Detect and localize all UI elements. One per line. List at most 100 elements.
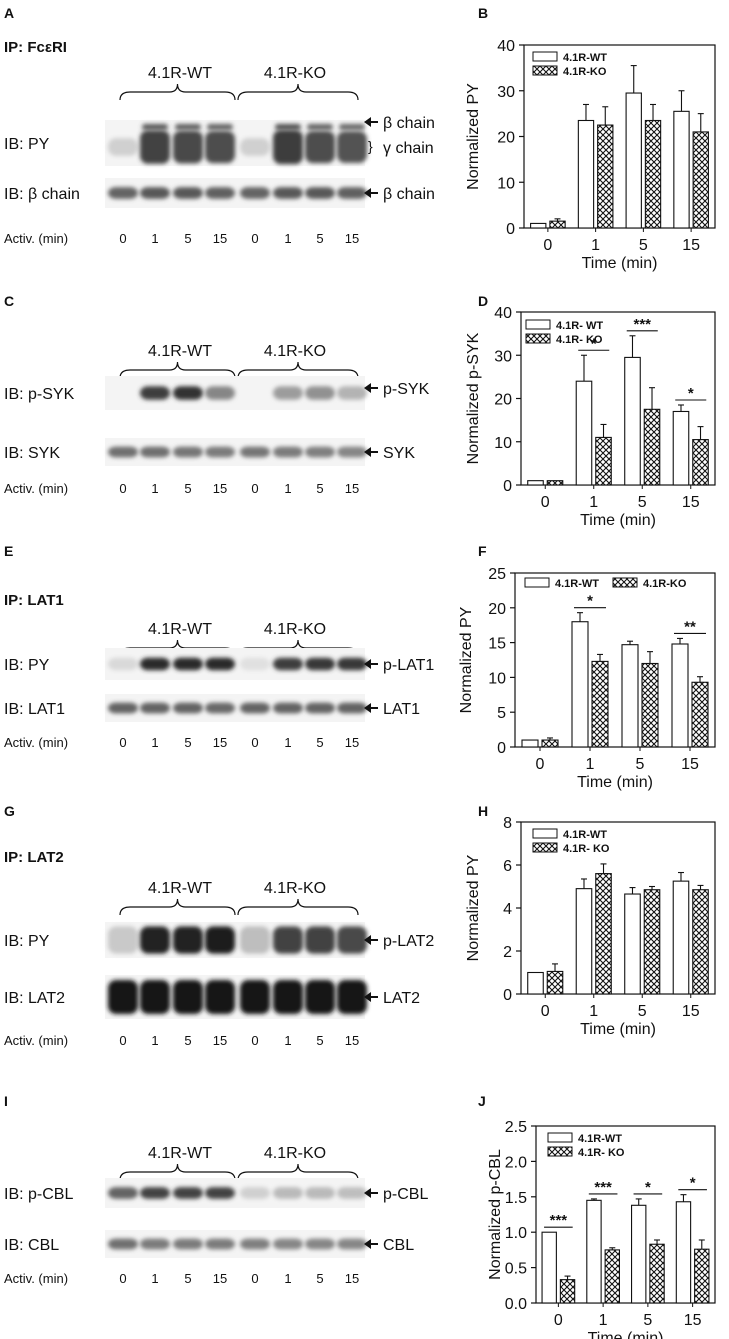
- x-tick-label: 15: [684, 1312, 702, 1329]
- bar-ko: [595, 436, 612, 486]
- row-label: IB: LAT2: [4, 990, 65, 1007]
- blot-band: [305, 980, 335, 1014]
- row-label: IB: PY: [4, 136, 50, 153]
- x-tick-label: 15: [682, 494, 700, 511]
- bar-ko: [541, 739, 559, 748]
- blot-band: [240, 657, 270, 671]
- bar-ko: [641, 662, 659, 748]
- activ-label: Activ. (min): [4, 1033, 68, 1048]
- significance-label: **: [684, 618, 696, 635]
- blot-band-upper: [142, 124, 168, 130]
- time-label: 0: [251, 481, 258, 496]
- legend-item: 4.1R-WT: [547, 1132, 622, 1145]
- bar-wt: [673, 110, 690, 229]
- bar-wt: [541, 1231, 557, 1304]
- band-marker-label: p-LAT2: [383, 933, 434, 950]
- y-tick-label: 8: [503, 815, 512, 832]
- band-marker-label: p-SYK: [383, 381, 430, 398]
- x-tick-label: 5: [639, 237, 648, 254]
- blot-strip: [105, 648, 367, 680]
- blot-band: [337, 702, 367, 714]
- bar-ko: [591, 660, 609, 748]
- time-label: 0: [119, 481, 126, 496]
- legend-swatch: [532, 65, 558, 76]
- arrowhead-icon: [364, 188, 371, 198]
- significance-label: ***: [633, 316, 651, 333]
- bar-ko: [549, 220, 566, 229]
- legend-label: 4.1R- KO: [578, 1147, 625, 1159]
- blot-band: [305, 926, 335, 954]
- group-label-0: 4.1R-WT: [148, 621, 212, 638]
- blot-band: [205, 187, 235, 199]
- group-label-1: 4.1R-KO: [264, 1145, 326, 1162]
- ip-label: IP: FcεRI: [4, 39, 67, 56]
- legend-item: 4.1R-WT: [532, 51, 607, 64]
- x-tick-label: 5: [638, 1003, 647, 1020]
- blot-band: [140, 386, 170, 400]
- time-label: 0: [251, 1033, 258, 1048]
- blot-band: [240, 1187, 270, 1199]
- blot-band: [305, 657, 335, 671]
- blot-band: [337, 131, 367, 163]
- activ-label: Activ. (min): [4, 1271, 68, 1286]
- blot-band: [140, 446, 170, 458]
- bar-ko: [546, 480, 564, 486]
- significance-label: *: [645, 1179, 651, 1196]
- x-axis-label: Time (min): [580, 1021, 656, 1038]
- bar-wt: [571, 621, 589, 748]
- legend-label: 4.1R- WT: [556, 320, 603, 332]
- band-marker-label: LAT2: [383, 990, 420, 1007]
- blot-strip: [105, 1230, 367, 1258]
- time-label: 1: [284, 1271, 291, 1286]
- blot-band: [240, 446, 270, 458]
- blot-band: [173, 702, 203, 714]
- blot-strip: [105, 975, 367, 1019]
- bar-wt: [575, 380, 593, 486]
- blot-band: [273, 1238, 303, 1250]
- band-marker: β chain: [364, 186, 435, 203]
- time-label: 5: [316, 1271, 323, 1286]
- blot-band: [337, 926, 367, 954]
- time-label: 1: [151, 481, 158, 496]
- panel-letter: I: [4, 1093, 8, 1109]
- blot-band: [205, 926, 235, 954]
- x-tick-label: 0: [541, 494, 550, 511]
- x-tick-label: 1: [591, 237, 600, 254]
- significance-label: *: [587, 593, 593, 610]
- legend-item: 4.1R- KO: [525, 333, 603, 346]
- blot-band: [205, 1187, 235, 1199]
- blot-band: [108, 657, 138, 671]
- group-brace: [119, 1163, 236, 1181]
- blot-band-upper: [175, 124, 201, 130]
- blot-band: [205, 446, 235, 458]
- blot-band: [108, 1238, 138, 1250]
- blot-strip: [105, 120, 367, 166]
- chart-letter: J: [478, 1093, 486, 1109]
- time-label: 5: [184, 1033, 191, 1048]
- x-tick-label: 1: [586, 756, 595, 773]
- time-label: 0: [119, 1033, 126, 1048]
- band-marker: } γ chain: [368, 138, 434, 157]
- blot-band: [108, 702, 138, 714]
- bar-wt: [521, 739, 539, 748]
- time-label: 5: [316, 1033, 323, 1048]
- band-marker-label: CBL: [383, 1237, 414, 1254]
- arrowhead-icon: [364, 117, 371, 127]
- time-label: 1: [284, 231, 291, 246]
- legend-label: 4.1R-WT: [563, 52, 607, 64]
- bar-ko: [559, 1279, 576, 1304]
- blot-band: [173, 980, 203, 1014]
- time-label: 15: [345, 231, 359, 246]
- blot-panel-i: I 4.1R-WT 4.1R-KO IB: p-CBL p-CBL IB: CBL CBL A…: [4, 1093, 428, 1286]
- blot-band: [205, 1238, 235, 1250]
- blot-band: [305, 130, 335, 164]
- group-label-1: 4.1R-KO: [264, 343, 326, 360]
- blot-band: [140, 657, 170, 671]
- blot-band: [337, 187, 367, 199]
- time-label: 15: [213, 735, 227, 750]
- legend-item: 4.1R-KO: [612, 577, 687, 590]
- arrowhead-icon: [364, 1239, 371, 1249]
- panel-letter: E: [4, 543, 13, 559]
- blot-band: [305, 446, 335, 458]
